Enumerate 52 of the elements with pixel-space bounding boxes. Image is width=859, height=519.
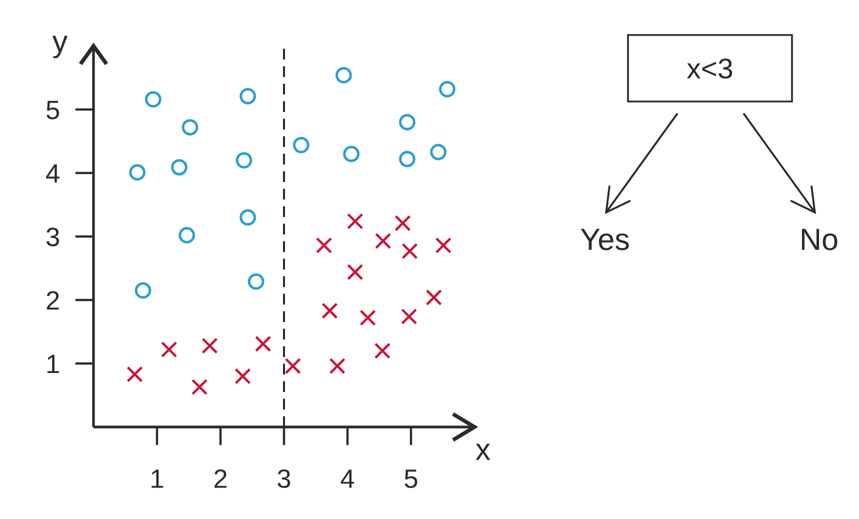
- point: [178, 227, 196, 244]
- x-tick-label: 5: [404, 470, 418, 488]
- point: [322, 302, 338, 319]
- x-tick-label: 4: [340, 470, 354, 488]
- point: [248, 273, 264, 290]
- point: [398, 150, 416, 168]
- point: [129, 164, 146, 181]
- point: [346, 264, 364, 280]
- text: No: [802, 228, 838, 250]
- point: [329, 358, 346, 374]
- point: [292, 136, 310, 154]
- point: [398, 114, 416, 130]
- point: [171, 159, 188, 176]
- x-tick-label: 1: [152, 470, 164, 488]
- y-tick-label: 1: [48, 354, 59, 374]
- point: [335, 67, 352, 84]
- point: [160, 341, 178, 358]
- point: [182, 119, 198, 136]
- point: [284, 358, 302, 374]
- y-tick-label: 5: [46, 100, 60, 120]
- text: Yes: [580, 228, 629, 250]
- text: x<3: [686, 58, 732, 79]
- point: [236, 152, 252, 168]
- y-tick-label: 3: [46, 228, 60, 246]
- y-tick-label: 4: [46, 164, 60, 183]
- point: [144, 91, 162, 108]
- point: [240, 88, 256, 104]
- point: [134, 282, 152, 299]
- point: [360, 310, 376, 326]
- x-tick-label: 2: [214, 469, 227, 488]
- point: [202, 338, 218, 354]
- point: [254, 336, 272, 352]
- y-axis-title: y: [52, 36, 68, 58]
- point: [374, 342, 391, 359]
- point: [346, 213, 364, 230]
- x-axis-title: x: [476, 444, 490, 460]
- point: [402, 242, 418, 260]
- point: [191, 378, 208, 396]
- point: [426, 289, 442, 306]
- point: [234, 368, 251, 384]
- point: [430, 144, 446, 160]
- point: [343, 146, 360, 162]
- point: [435, 237, 452, 254]
- point: [400, 308, 418, 325]
- point: [316, 237, 332, 254]
- point: [240, 209, 256, 226]
- y-tick-label: 2: [46, 291, 59, 310]
- point: [126, 366, 143, 382]
- point: [439, 80, 456, 98]
- point: [394, 215, 411, 232]
- x-tick-label: 3: [278, 469, 290, 488]
- point: [374, 232, 392, 250]
